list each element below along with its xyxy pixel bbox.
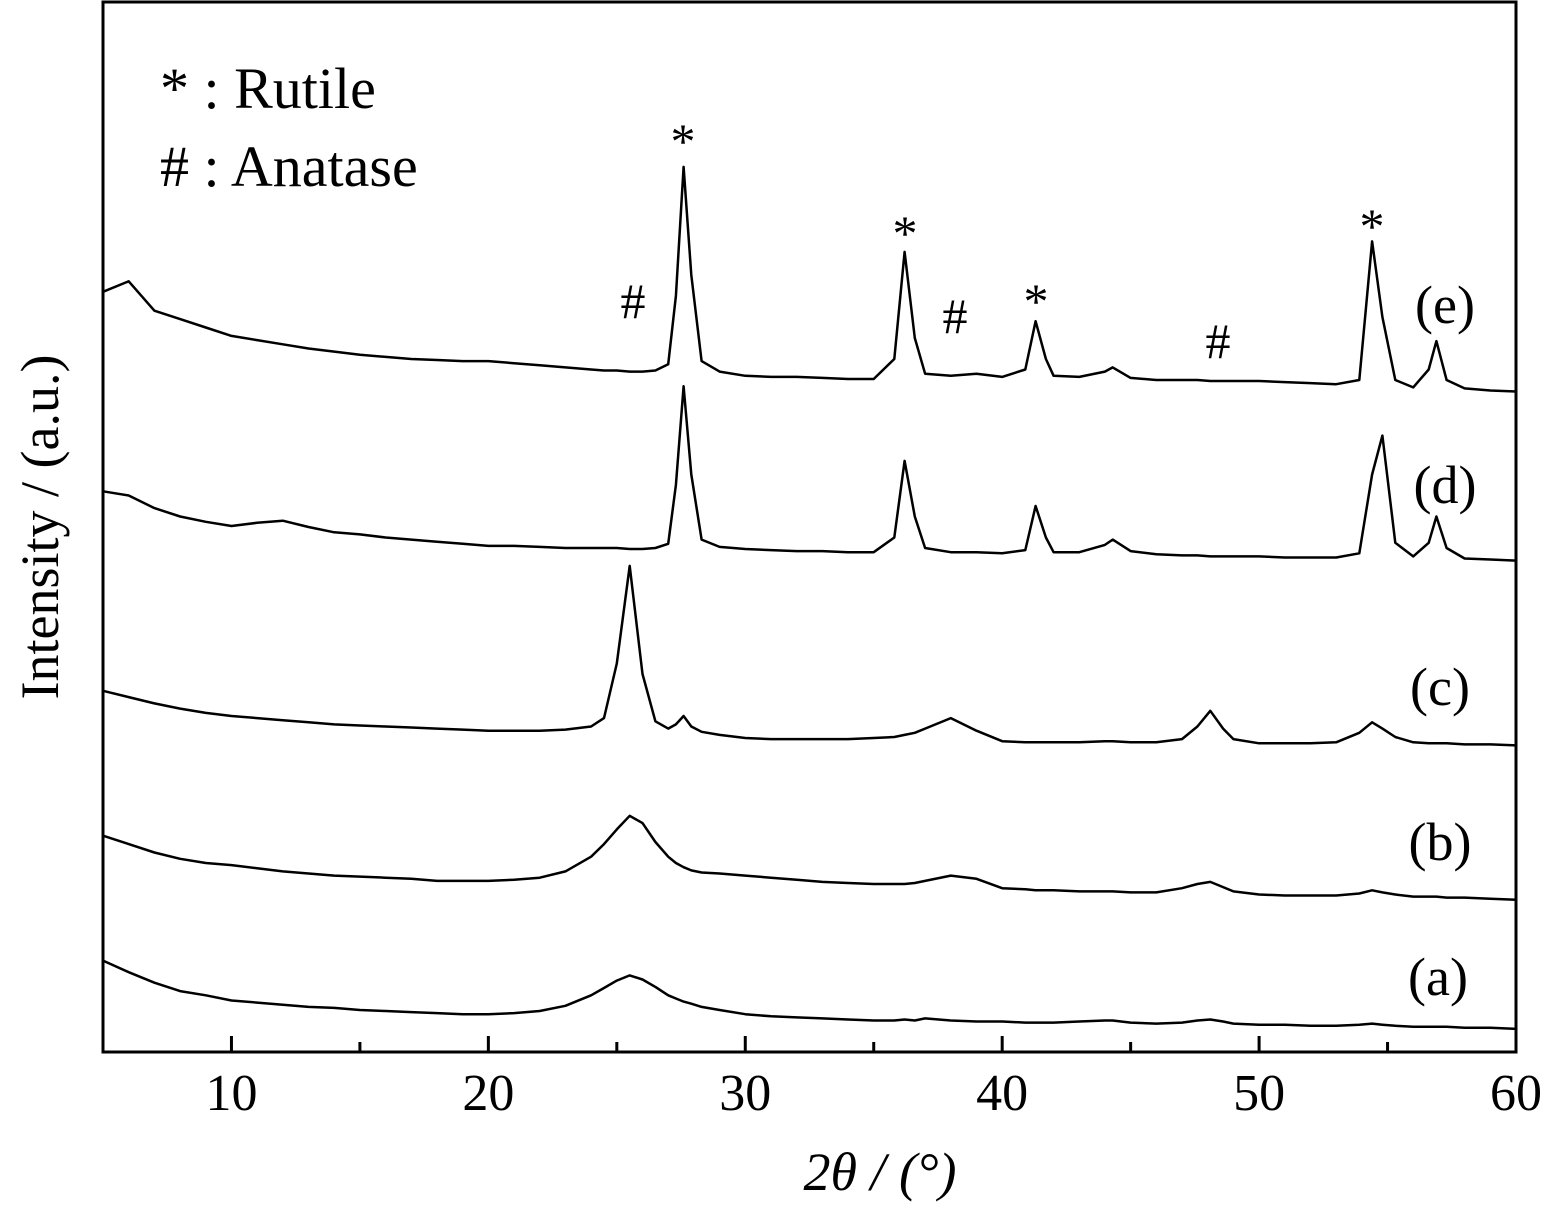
x-tick-label: 30 xyxy=(719,1065,771,1122)
series-label: (d) xyxy=(1414,455,1477,515)
x-tick-label: 20 xyxy=(462,1065,514,1122)
peak-marker: * xyxy=(671,113,696,169)
series-label: (b) xyxy=(1409,812,1472,872)
legend-note: # : Anatase xyxy=(160,134,418,199)
series-label: (a) xyxy=(1408,947,1468,1007)
peak-marker: # xyxy=(621,273,646,329)
peak-marker: * xyxy=(1360,198,1385,254)
series-line xyxy=(102,165,1517,393)
y-axis-label: Intensity / (a.u.) xyxy=(10,355,70,700)
legend-note: * : Rutile xyxy=(160,56,376,121)
x-tick-label: 40 xyxy=(976,1065,1028,1122)
peak-marker: # xyxy=(943,288,968,344)
series-line xyxy=(102,385,1517,562)
peak-marker: # xyxy=(1206,313,1231,369)
plot-frame xyxy=(101,0,1518,1054)
x-tick-label: 50 xyxy=(1233,1065,1285,1122)
series-line xyxy=(102,564,1517,747)
series-line xyxy=(102,959,1517,1031)
series-line xyxy=(102,814,1517,902)
x-axis-label: 2θ / (°) xyxy=(803,1142,956,1202)
series-label: (c) xyxy=(1410,657,1470,717)
series-label: (e) xyxy=(1415,275,1475,335)
peak-marker: * xyxy=(1024,273,1049,329)
x-tick-label: 60 xyxy=(1490,1065,1542,1122)
x-tick-label: 10 xyxy=(205,1065,257,1122)
peak-marker: * xyxy=(893,205,918,261)
